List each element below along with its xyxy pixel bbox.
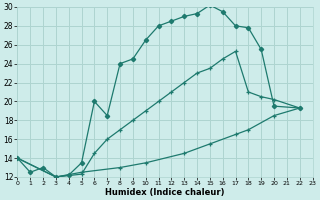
X-axis label: Humidex (Indice chaleur): Humidex (Indice chaleur) — [105, 188, 225, 197]
